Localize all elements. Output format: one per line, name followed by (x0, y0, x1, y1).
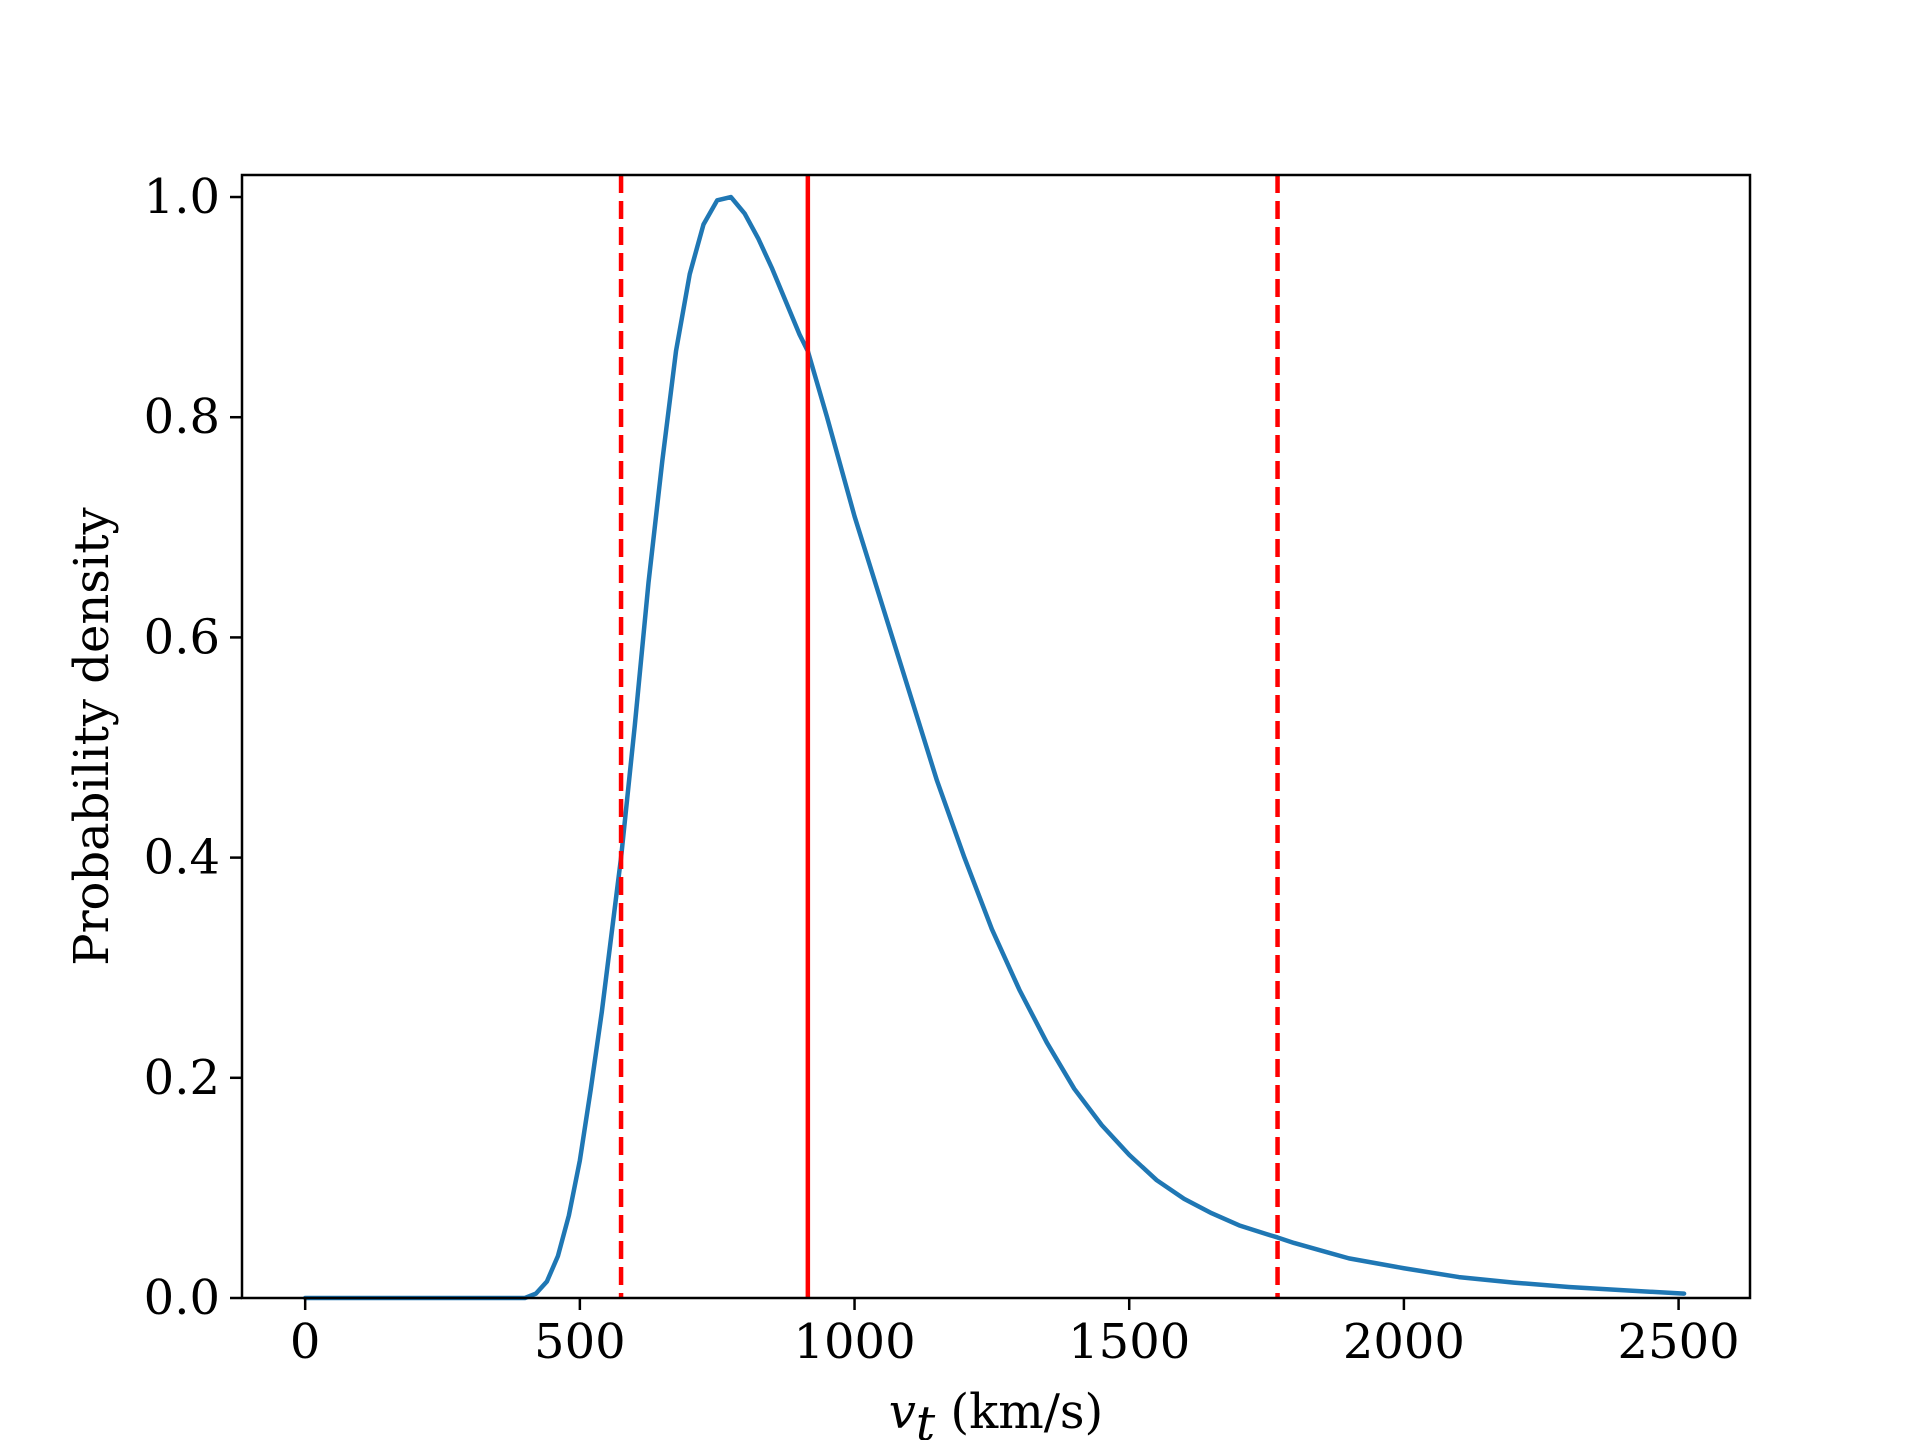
y-tick-label: 0.6 (144, 609, 220, 665)
x-axis-ticks: 0 500 1000 1500 2000 2500 (290, 1298, 1740, 1370)
x-axis-label-symbol: v (889, 1384, 916, 1440)
series-line-0 (302, 194, 1687, 1301)
y-tick-label: 0.2 (144, 1050, 220, 1106)
y-tick-label: 0.8 (144, 389, 220, 445)
x-axis-label: vt (km/s) (889, 1384, 1104, 1440)
y-tick-label: 0.0 (144, 1270, 220, 1326)
axes-frame (240, 173, 1752, 1300)
x-tick-label: 0 (290, 1314, 321, 1370)
y-tick-label: 1.0 (144, 169, 220, 225)
y-tick-label: 0.4 (144, 830, 220, 886)
y-axis-ticks: 0.0 0.2 0.4 0.6 0.8 1.0 (144, 169, 242, 1326)
x-tick-label: 2500 (1618, 1314, 1740, 1370)
x-tick-label: 1000 (793, 1314, 915, 1370)
x-axis-label-units: (km/s) (935, 1384, 1103, 1440)
x-tick-label: 2000 (1343, 1314, 1465, 1370)
x-axis-label-subscript: t (916, 1396, 936, 1440)
x-tick-label: 500 (534, 1314, 626, 1370)
x-tick-label: 1500 (1068, 1314, 1190, 1370)
plot-area (302, 175, 1687, 1301)
y-axis-label: Probability density (64, 507, 120, 965)
